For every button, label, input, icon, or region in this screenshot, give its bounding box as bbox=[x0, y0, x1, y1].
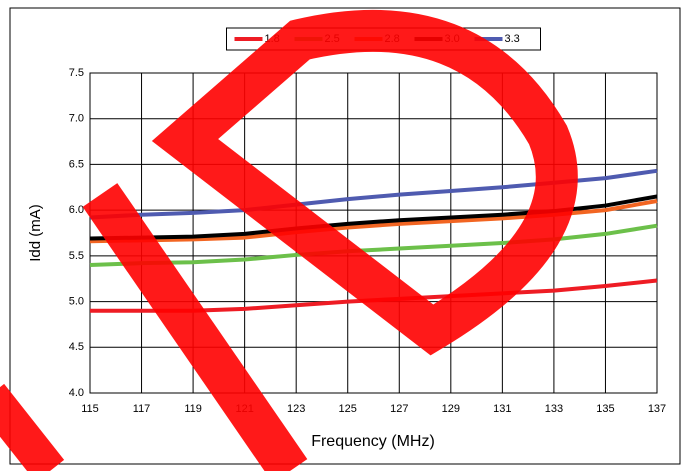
x-tick-label: 127 bbox=[390, 403, 408, 415]
x-tick-label: 133 bbox=[545, 403, 563, 415]
x-tick-label: 137 bbox=[648, 403, 666, 415]
x-axis-title: Frequency (MHz) bbox=[311, 433, 435, 450]
y-tick-label: 7.5 bbox=[69, 67, 84, 79]
x-tick-label: 115 bbox=[81, 403, 99, 415]
y-tick-label: 4.0 bbox=[69, 387, 84, 399]
series-line bbox=[89, 223, 658, 267]
y-tick-label: 5.0 bbox=[69, 295, 84, 307]
x-tick-label: 129 bbox=[442, 403, 460, 415]
y-tick-label: 4.5 bbox=[69, 341, 84, 353]
x-tick-label: 119 bbox=[184, 403, 202, 415]
x-tick-label: 135 bbox=[596, 403, 614, 415]
y-tick-label: 6.0 bbox=[69, 204, 84, 216]
legend-label: 3.3 bbox=[505, 33, 520, 45]
x-tick-label: 125 bbox=[339, 403, 357, 415]
y-axis-title: Idd (mA) bbox=[27, 204, 44, 262]
y-tick-label: 7.0 bbox=[69, 113, 84, 125]
watermark bbox=[0, 9, 578, 471]
y-tick-label: 6.5 bbox=[69, 158, 84, 170]
y-tick-label: 5.5 bbox=[69, 250, 84, 262]
x-tick-label: 117 bbox=[133, 403, 151, 415]
x-tick-label: 131 bbox=[493, 403, 511, 415]
x-tick-label: 123 bbox=[287, 403, 305, 415]
